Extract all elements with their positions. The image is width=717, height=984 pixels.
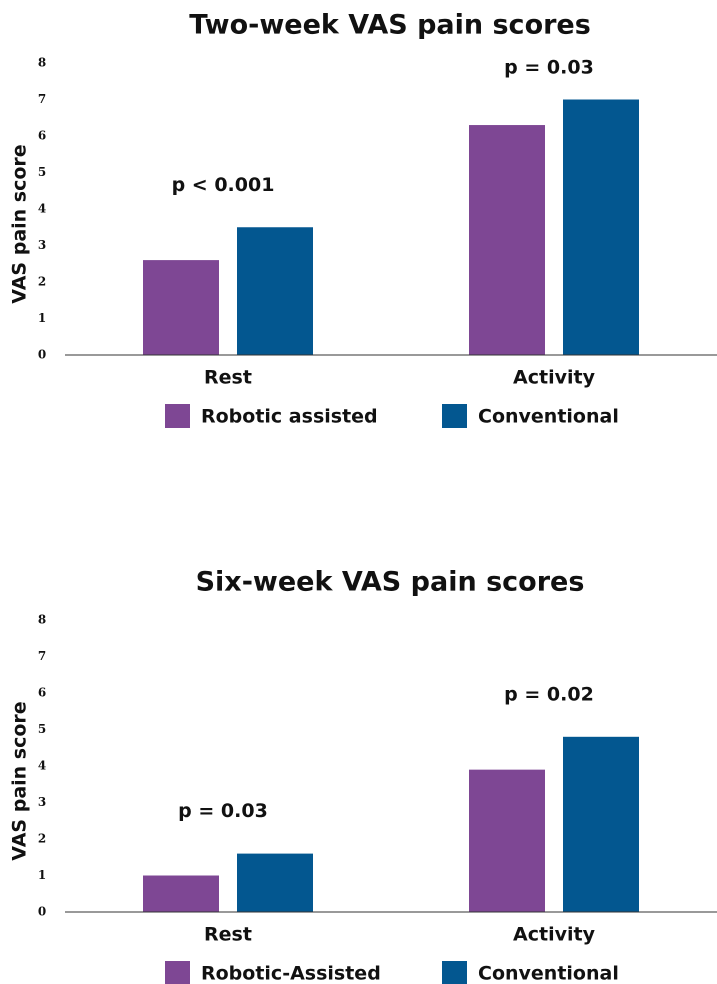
y-tick-label: 1	[38, 868, 46, 882]
bar	[563, 736, 639, 912]
chart-title: Six-week VAS pain scores	[196, 567, 585, 598]
y-tick-label: 2	[38, 832, 46, 846]
y-tick-label: 8	[38, 56, 46, 70]
y-tick-label: 8	[38, 613, 46, 627]
legend-label: Conventional	[478, 963, 619, 984]
legend-swatch	[165, 961, 190, 984]
y-tick-label: 0	[38, 348, 46, 362]
y-tick-label: 6	[38, 129, 46, 143]
x-tick-label: Activity	[513, 367, 596, 389]
legend-label: Conventional	[478, 406, 619, 428]
legend-swatch	[442, 961, 467, 984]
y-axis-label: VAS pain score	[9, 144, 31, 303]
y-tick-label: 6	[38, 686, 46, 700]
bar	[469, 769, 545, 912]
y-tick-label: 1	[38, 311, 46, 325]
annotation: p = 0.03	[504, 57, 594, 79]
annotation: p = 0.03	[178, 800, 268, 822]
x-tick-label: Activity	[513, 924, 596, 946]
bar	[237, 227, 313, 355]
y-tick-label: 3	[38, 238, 46, 252]
bar	[563, 99, 639, 355]
x-tick-label: Rest	[204, 367, 252, 389]
y-tick-label: 5	[38, 165, 46, 179]
bar	[143, 260, 219, 355]
y-tick-label: 4	[38, 202, 46, 216]
bar	[143, 875, 219, 912]
y-tick-label: 7	[38, 92, 46, 106]
legend-swatch	[442, 404, 467, 428]
annotation: p = 0.02	[504, 683, 594, 705]
legend-swatch	[165, 404, 190, 428]
y-tick-label: 4	[38, 759, 46, 773]
y-tick-label: 5	[38, 722, 46, 736]
y-tick-label: 2	[38, 275, 46, 289]
y-tick-label: 7	[38, 649, 46, 663]
x-tick-label: Rest	[204, 924, 252, 946]
bar	[237, 853, 313, 912]
legend-label: Robotic-Assisted	[201, 963, 381, 984]
chart-title: Two-week VAS pain scores	[189, 10, 591, 41]
annotation: p < 0.001	[172, 174, 275, 196]
y-tick-label: 3	[38, 795, 46, 809]
y-tick-label: 0	[38, 905, 46, 919]
bar	[469, 125, 545, 355]
legend-label: Robotic assisted	[201, 406, 378, 428]
y-axis-label: VAS pain score	[9, 701, 31, 860]
